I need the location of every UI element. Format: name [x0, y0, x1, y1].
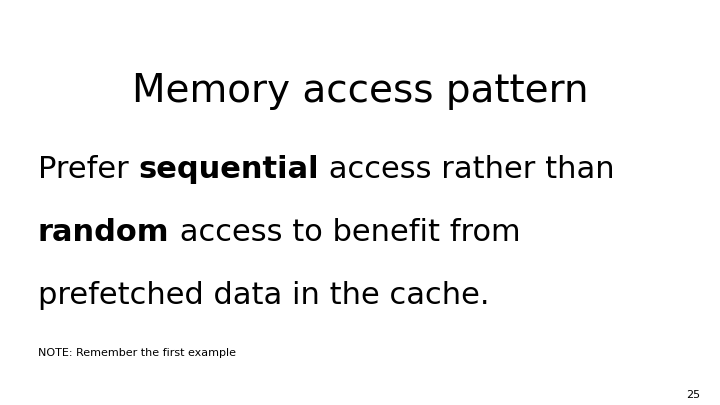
Text: NOTE: Remember the first example: NOTE: Remember the first example [38, 348, 236, 358]
Text: Prefer: Prefer [38, 155, 138, 184]
Text: access rather than: access rather than [319, 155, 615, 184]
Text: access to benefit from: access to benefit from [169, 218, 520, 247]
Text: prefetched data in the cache.: prefetched data in the cache. [38, 281, 490, 310]
Text: random: random [38, 218, 169, 247]
Text: Memory access pattern: Memory access pattern [132, 72, 588, 110]
Text: sequential: sequential [138, 155, 319, 184]
Text: 25: 25 [686, 390, 700, 400]
